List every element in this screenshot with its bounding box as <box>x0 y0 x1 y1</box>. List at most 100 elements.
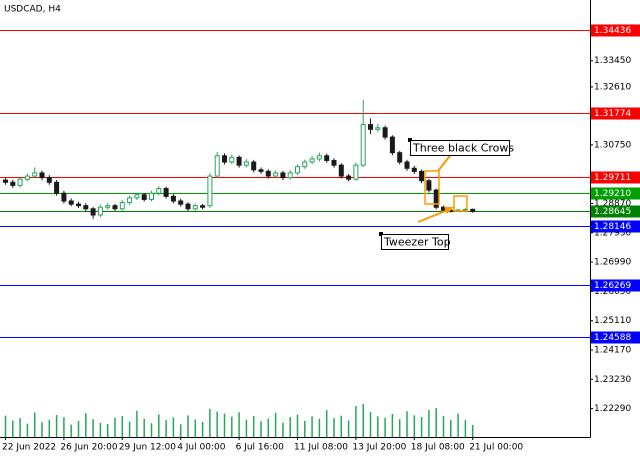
candle-body <box>105 205 111 208</box>
x-tick-label: 22 Jun 2022 <box>2 443 56 453</box>
candle-body <box>309 158 315 163</box>
candle-body <box>61 192 67 202</box>
level-label: 1.34436 <box>594 26 631 36</box>
x-tick-label: 11 Jul 08:00 <box>294 443 348 453</box>
level-label-bg <box>591 171 640 184</box>
candle-body <box>83 205 89 210</box>
y-tick-label: 1.23230 <box>594 375 631 385</box>
candle-body <box>258 169 264 172</box>
level-label: 1.31774 <box>594 109 631 119</box>
candle-body <box>119 202 125 210</box>
annotation-arrow <box>417 209 449 223</box>
level-label-bg <box>591 279 640 292</box>
x-tick-label: 21 Jul 00:00 <box>469 443 523 453</box>
x-tick-label: 29 Jun 12:00 <box>119 443 176 453</box>
candle-body <box>360 124 366 166</box>
level-label: 1.29210 <box>594 189 631 199</box>
y-tick-label: 1.22290 <box>594 404 631 414</box>
axes: 1.33450 1.32610 1.30750 1.28870 1.27930 1.269… <box>2 56 631 452</box>
pattern-box <box>453 195 468 212</box>
candle-body <box>353 164 359 180</box>
candle-body <box>273 172 279 177</box>
candle-body <box>324 155 330 161</box>
candle-body <box>17 178 23 186</box>
candle-body <box>243 161 249 166</box>
y-tick-label: 1.26990 <box>594 258 631 268</box>
candle-body <box>134 194 140 199</box>
y-tick-label: 1.28870 <box>594 199 631 209</box>
pattern-box <box>424 170 440 205</box>
x-tick-label: 4 Jul 00:00 <box>177 443 226 453</box>
candle-body <box>24 175 30 180</box>
candle-body <box>389 136 395 154</box>
y-tick-label: 1.26050 <box>594 287 631 297</box>
candle-body <box>338 164 344 177</box>
candle-body <box>127 197 133 204</box>
candle-body <box>229 156 235 163</box>
y-tick-label: 1.25110 <box>594 316 631 326</box>
candle-body <box>46 177 52 183</box>
x-tick-label: 26 Jun 20:00 <box>60 443 117 453</box>
candle-body <box>163 188 169 197</box>
y-tick-label: 1.24170 <box>594 345 631 355</box>
x-tick-label: 18 Jul 08:00 <box>411 443 465 453</box>
volumes <box>4 404 474 437</box>
candle-body <box>426 180 432 191</box>
annotation-label: Three black Crows <box>412 142 514 155</box>
level-label: 1.28645 <box>594 207 631 217</box>
level-label: 1.26269 <box>594 281 631 291</box>
candle-body <box>280 172 286 179</box>
candle-body <box>68 200 74 205</box>
candle-body <box>214 155 220 177</box>
level-label: 1.28146 <box>594 222 631 232</box>
candle-body <box>170 195 176 202</box>
candle-body <box>178 200 184 205</box>
candle-body <box>10 181 16 186</box>
x-tick-label: 13 Jul 20:00 <box>352 443 406 453</box>
candle-body <box>222 155 227 163</box>
level-label-bg <box>591 331 640 344</box>
candle-body <box>302 161 308 168</box>
candle-body <box>97 206 103 216</box>
y-tick-label: 1.30750 <box>594 140 631 150</box>
candle-body <box>90 208 96 216</box>
candle-body <box>3 179 8 183</box>
candle-body <box>368 124 373 130</box>
candle-body <box>316 155 322 160</box>
level-label-bg <box>591 24 640 37</box>
candle-body <box>185 203 191 210</box>
annotation-box <box>410 140 510 156</box>
y-tick-label: 1.32610 <box>594 82 631 92</box>
level-label-bg <box>591 187 640 200</box>
candle-body <box>251 161 257 171</box>
arrow-head <box>444 207 454 214</box>
candle-body <box>411 167 417 172</box>
level-label-bg <box>591 107 640 120</box>
candle-body <box>375 127 381 130</box>
level-labels: 1.34436 1.31774 1.29711 1.29210 1.28645 1.281… <box>591 24 640 344</box>
chart-title: USDCAD, H4 <box>4 5 61 15</box>
candle-body <box>382 127 388 138</box>
candle-body <box>397 152 403 163</box>
candle-body <box>39 172 45 179</box>
candle-body <box>287 172 293 179</box>
candle-body <box>156 188 162 194</box>
candle-body <box>76 203 81 207</box>
level-label: 1.29711 <box>594 173 631 183</box>
candle-body <box>404 161 410 169</box>
candle-body <box>200 205 206 208</box>
level-label-bg <box>591 205 640 218</box>
candle-body <box>141 194 147 200</box>
candle-body <box>331 159 337 166</box>
y-tick-label: 1.33450 <box>594 56 631 66</box>
y-tick-label: 1.27930 <box>594 228 631 238</box>
candle-body <box>149 192 154 200</box>
candle-body <box>346 175 352 180</box>
candle-body <box>295 166 300 174</box>
candle-body <box>265 170 271 177</box>
candle-body <box>419 170 425 182</box>
candle-body <box>207 175 213 207</box>
x-tick-label: 6 Jul 16:00 <box>236 443 285 453</box>
